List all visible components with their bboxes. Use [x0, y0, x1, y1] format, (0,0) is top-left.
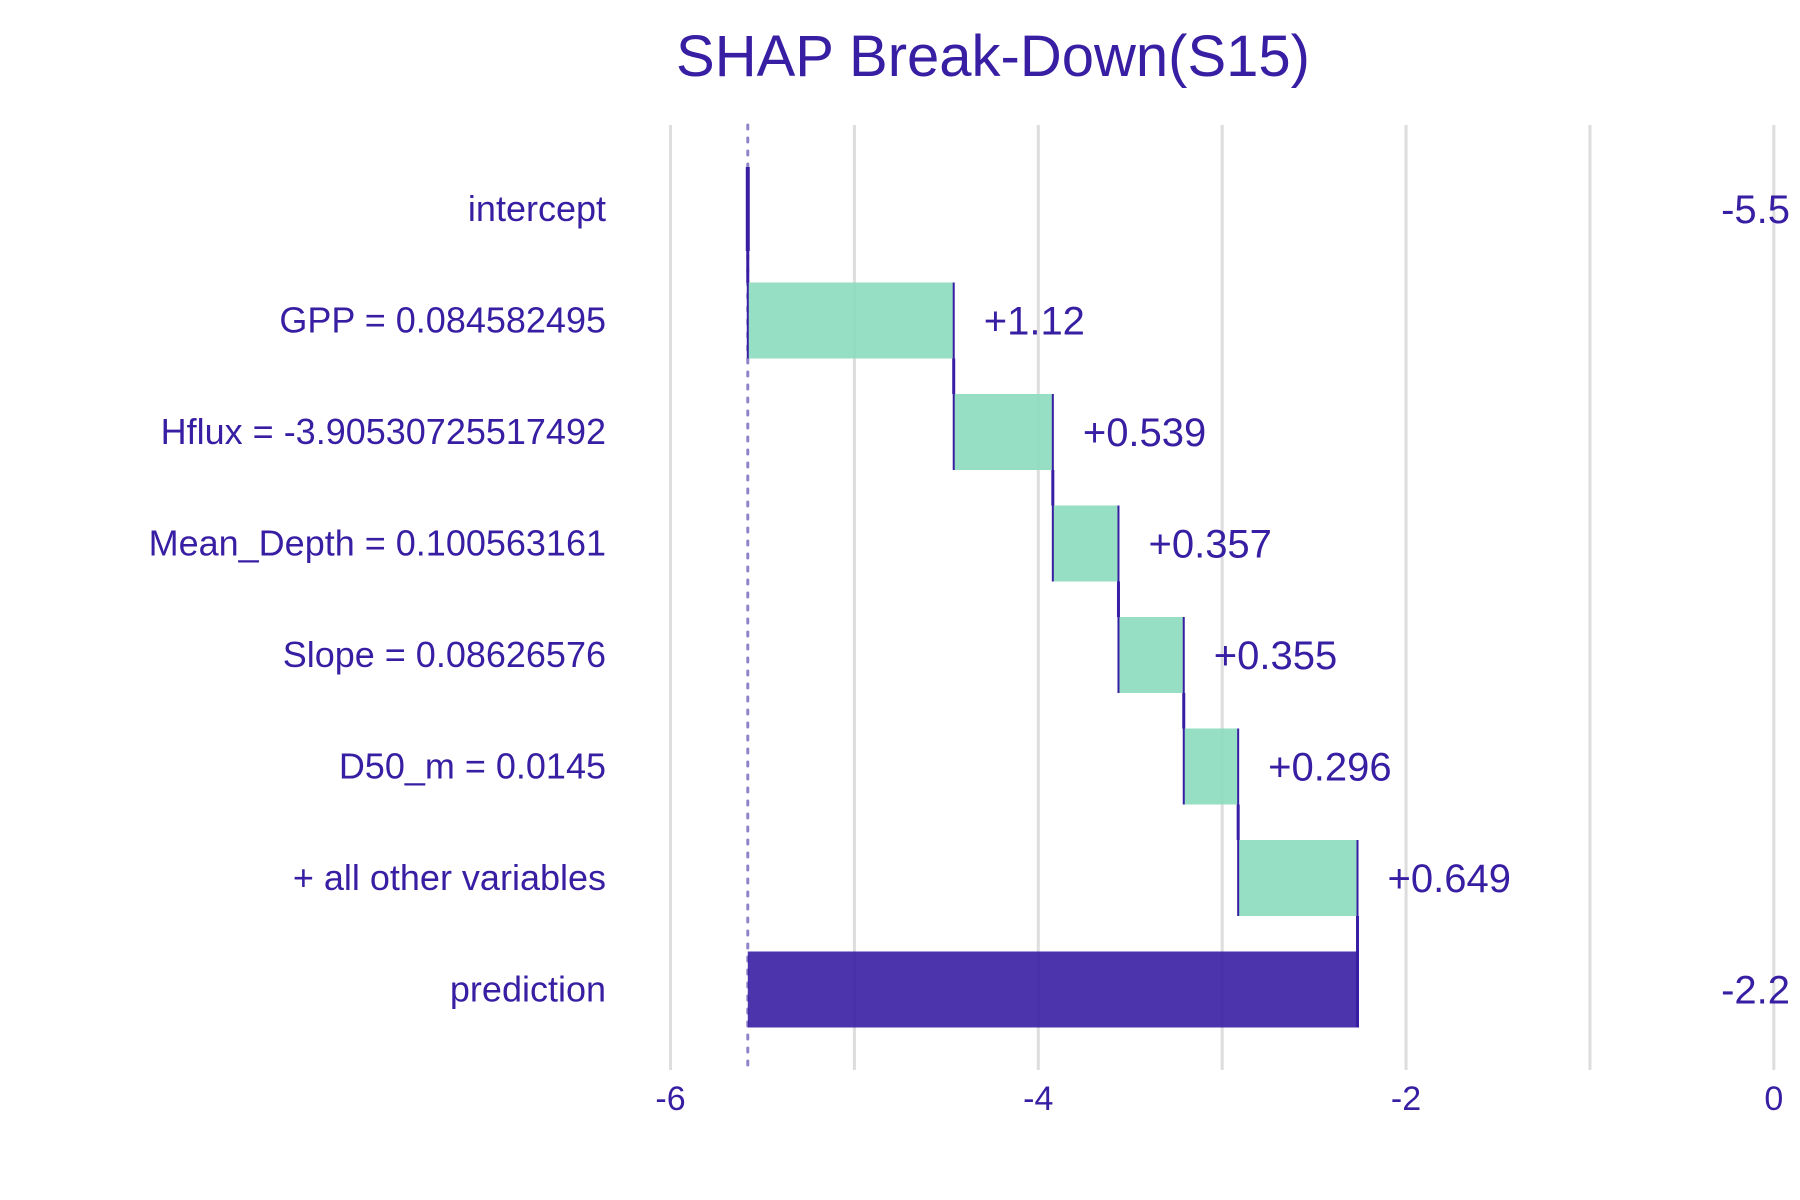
chart-title: SHAP Break-Down(S15) [676, 24, 1310, 89]
row-label-6: + all other variables [293, 857, 606, 898]
contribution-value-label-6: +0.649 [1388, 857, 1511, 901]
row-label-4: Slope = 0.08626576 [283, 634, 606, 675]
prediction-value-label: -2.2 [1721, 969, 1790, 1013]
row-label-2: Hflux = -3.90530725517492 [161, 411, 606, 452]
contribution-value-label-5: +0.296 [1268, 746, 1391, 790]
x-tick-label-0: -6 [655, 1080, 685, 1118]
row-label-7: prediction [450, 969, 606, 1010]
axis-layer: -6 -4 -2 0 [655, 1080, 1783, 1118]
contribution-bar-5 [1183, 728, 1239, 805]
contribution-bar-2 [953, 394, 1053, 470]
prediction-bar [747, 951, 1358, 1028]
contribution-value-label-3: +0.357 [1148, 523, 1271, 567]
labels-layer: intercept -5.5 GPP = 0.084582495 +1.12 Hflux… [149, 188, 1790, 1013]
contribution-bar-3 [1052, 505, 1119, 582]
bars-layer [745, 167, 1360, 1028]
contribution-bar-4 [1118, 617, 1184, 693]
contribution-bar-1 [747, 282, 954, 359]
row-label-1: GPP = 0.084582495 [279, 300, 606, 341]
x-tick-label-3: 0 [1764, 1080, 1783, 1118]
x-tick-label-1: -4 [1023, 1080, 1053, 1118]
contribution-value-label-4: +0.355 [1214, 634, 1337, 678]
row-label-3: Mean_Depth = 0.100563161 [149, 523, 606, 564]
row-label-5: D50_m = 0.0145 [339, 746, 606, 787]
contribution-value-label-1: +1.12 [984, 300, 1085, 344]
x-tick-label-2: -2 [1391, 1080, 1421, 1118]
contribution-value-label-2: +0.539 [1083, 411, 1206, 455]
grid-layer [669, 125, 1776, 1070]
intercept-value-label: -5.5 [1721, 188, 1790, 232]
row-label-0: intercept [468, 188, 606, 229]
contribution-bar-6 [1238, 840, 1358, 916]
